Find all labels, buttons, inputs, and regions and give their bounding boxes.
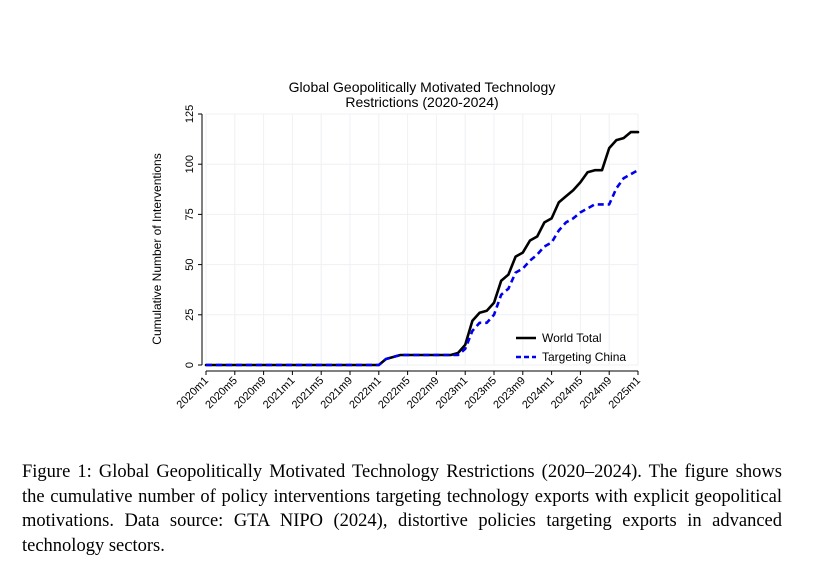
- figure-caption: Figure 1: Global Geopolitically Motivate…: [22, 462, 782, 556]
- series-line-targeting-china: [206, 169, 639, 367]
- y-tick-label: 50: [184, 258, 196, 270]
- grid-layer: [205, 113, 639, 366]
- legend-label-world-total: World Total: [542, 331, 602, 345]
- y-axis-title: Cumulative Number of Interventions: [150, 153, 164, 344]
- y-tick-label: 25: [184, 309, 196, 321]
- y-tick-label: 75: [184, 208, 196, 220]
- legend: World Total Targeting China: [516, 331, 626, 364]
- y-tick-label: 100: [184, 155, 196, 173]
- figure-area: 0 25 50 75 100 125 2020m1 2020m5 2020m9 2021m1 202…: [134, 62, 662, 447]
- chart-background: [134, 62, 662, 447]
- chart-title: Global Geopolitically Motivated Technolo…: [289, 79, 556, 110]
- y-tick-label: 0: [184, 362, 196, 368]
- legend-label-targeting-china: Targeting China: [542, 350, 626, 364]
- chart-title-line-1: Global Geopolitically Motivated Technolo…: [289, 79, 556, 95]
- y-tick-label: 125: [184, 105, 196, 123]
- series-layer: [204, 130, 640, 367]
- line-chart: 02550751001252020m12020m52020m92021m1202…: [134, 62, 662, 447]
- chart-title-line-2: Restrictions (2020-2024): [345, 94, 498, 110]
